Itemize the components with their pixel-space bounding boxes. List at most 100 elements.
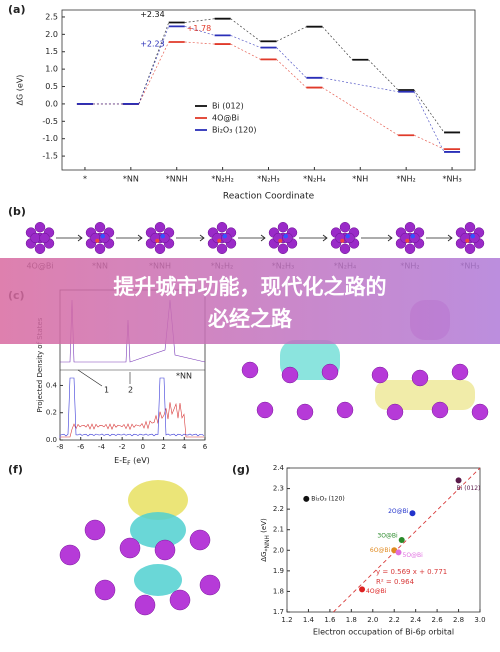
y-tick-label: 2.4	[273, 464, 285, 472]
arrow	[426, 234, 453, 242]
y-tick-label: 2.2	[273, 505, 284, 513]
connector	[414, 134, 445, 150]
x-tick-label: *NH	[352, 175, 368, 184]
tag: *NN	[176, 372, 192, 381]
point-label: 6O@Bi	[370, 547, 391, 554]
atom	[277, 243, 289, 255]
y-tick-label: 0.5	[45, 82, 58, 91]
x-tick-label: 2.8	[453, 616, 464, 624]
connector	[276, 47, 307, 79]
text-part: (eV)	[131, 456, 150, 465]
x-tick-label: 3.0	[474, 616, 485, 624]
atom	[199, 574, 221, 596]
connector	[368, 59, 399, 91]
atom	[411, 369, 429, 387]
x-tick-label: 0	[141, 443, 145, 451]
atom	[451, 363, 469, 381]
atom-cluster	[395, 222, 425, 255]
legend-label: 4O@Bi	[212, 114, 239, 123]
atom	[278, 238, 283, 243]
connector	[230, 43, 261, 60]
y-tick-label: 0.0	[46, 436, 57, 444]
atom-cluster	[85, 222, 115, 255]
subscript: *NNH	[264, 535, 271, 552]
atom	[465, 238, 470, 243]
connector	[138, 26, 170, 105]
x-axis-label: Reaction Coordinate	[223, 192, 315, 202]
orbital	[130, 512, 186, 548]
atom	[134, 594, 156, 616]
atom	[321, 363, 339, 381]
connector	[276, 26, 307, 42]
atom	[464, 222, 476, 233]
text-part: (eV)	[260, 518, 268, 535]
atom	[344, 232, 355, 244]
x-tick-label: 1.2	[281, 616, 292, 624]
y-tick-label: -1.5	[42, 152, 58, 161]
y-tick-label: 1.9	[273, 567, 284, 575]
atom	[99, 232, 110, 244]
connector	[138, 22, 170, 105]
data-point	[455, 477, 462, 484]
atom	[34, 243, 46, 255]
y-axis-label: Projected Density of States	[36, 317, 44, 412]
y-tick-label: -1.0	[42, 134, 58, 143]
x-tick-label: 1.6	[324, 616, 336, 624]
dos-curve	[59, 377, 205, 438]
orbital	[375, 380, 475, 410]
banner-bg	[0, 258, 500, 344]
atom	[296, 403, 314, 421]
atom	[281, 366, 299, 384]
connector	[322, 26, 353, 60]
arrow	[176, 234, 205, 242]
atom-cluster	[145, 222, 175, 255]
atom	[404, 222, 416, 233]
point-label: 2O@Bi	[388, 508, 409, 515]
point-label: 4O@Bi	[366, 588, 387, 595]
atom	[39, 232, 50, 244]
atom	[189, 529, 211, 551]
banner-line: 必经之路	[208, 307, 293, 331]
atom	[470, 233, 475, 239]
y-axis-label: ΔG (eV)	[16, 75, 25, 106]
atom	[256, 401, 274, 419]
atom	[241, 361, 259, 379]
panel-label: (g)	[232, 463, 250, 476]
y-tick-label: 2.3	[273, 485, 284, 493]
y-tick-label: 1.7	[273, 608, 284, 616]
x-tick-label: *N₂H₃	[257, 175, 279, 184]
atom	[277, 222, 289, 233]
legend-label: Bi (012)	[212, 102, 244, 111]
data-point	[303, 495, 310, 502]
x-tick-label: *NNH	[166, 175, 188, 184]
connector	[230, 18, 261, 42]
panel-label: (a)	[8, 3, 25, 16]
arrow	[56, 234, 83, 242]
atom	[405, 238, 410, 243]
connector	[138, 41, 170, 105]
data-point	[395, 549, 402, 556]
data-point	[409, 510, 416, 517]
atom	[94, 579, 116, 601]
data-point	[359, 586, 366, 593]
orbital	[128, 480, 188, 520]
x-tick-label: -6	[77, 443, 85, 451]
atom	[222, 233, 227, 239]
x-axis-label: E-EF (eV)	[114, 456, 150, 468]
atom	[217, 238, 222, 243]
y-tick-label: 1.8	[273, 587, 284, 595]
y-tick-label: 2.0	[273, 546, 284, 554]
point-label: Bi₂O₃ (120)	[311, 495, 344, 502]
arrow	[361, 234, 393, 242]
y-tick-label: 1.0	[45, 65, 58, 74]
atom	[404, 243, 416, 255]
x-tick-label: 6	[203, 443, 208, 451]
atom	[471, 403, 489, 421]
y-tick-label: 1.5	[45, 47, 58, 56]
atom	[431, 401, 449, 419]
atom	[154, 222, 166, 233]
connector	[413, 89, 445, 133]
y-tick-label: -0.5	[42, 117, 58, 126]
atom-cluster	[455, 222, 485, 255]
x-tick-label: *	[83, 175, 87, 184]
